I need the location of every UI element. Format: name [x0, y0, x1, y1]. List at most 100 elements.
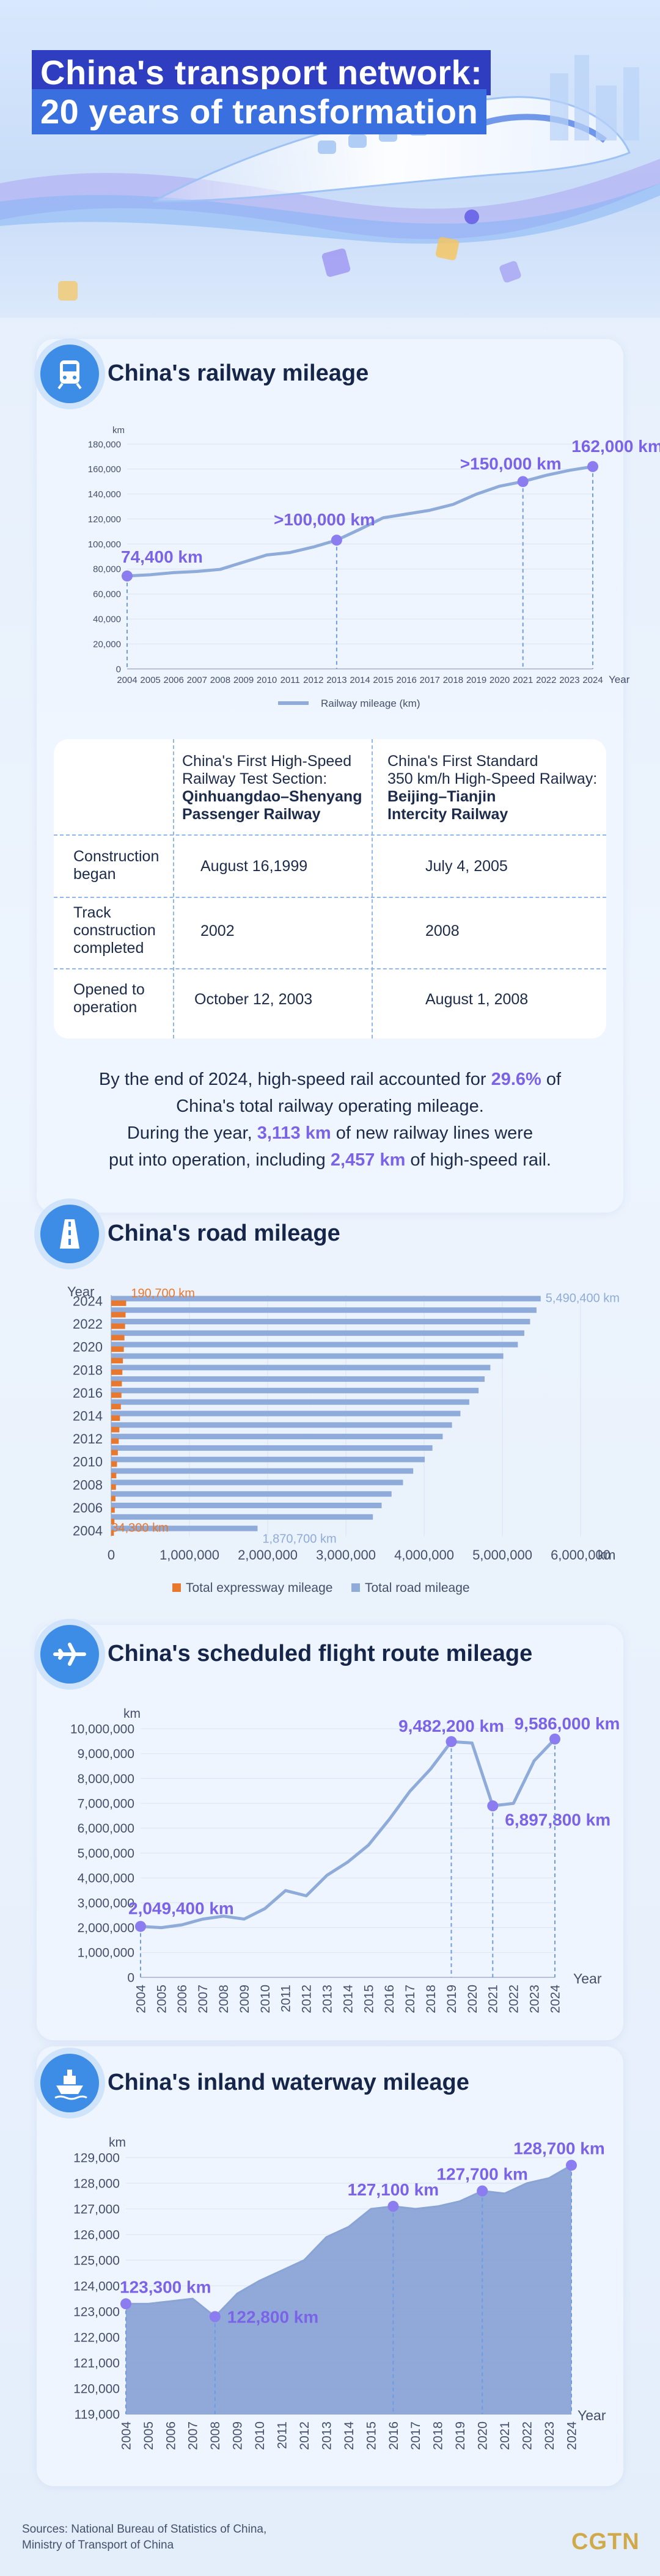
flight-card	[37, 1625, 623, 2040]
y-tick-label: 119,000	[75, 2407, 120, 2421]
annotation-marker	[477, 2185, 488, 2197]
road-bar	[111, 1307, 537, 1313]
annotation-label: 127,100 km	[348, 2180, 439, 2199]
railway-heading: China's railway mileage	[108, 360, 369, 386]
area-fill	[126, 2165, 571, 2414]
x-axis-label: Year	[578, 2407, 606, 2423]
x-tick-label: 2009	[238, 1985, 252, 2013]
waterway-heading: China's inland waterway mileage	[108, 2070, 469, 2095]
road-bar	[111, 1434, 443, 1440]
x-axis-label: km	[598, 1547, 615, 1563]
y-tick-label: 0	[127, 1971, 134, 1985]
x-tick-label: 2004	[119, 2421, 133, 2450]
airplane-icon	[40, 1625, 99, 1684]
annotation-label: 9,482,200 km	[398, 1717, 504, 1735]
row-value: 2002	[200, 922, 235, 940]
data-point	[513, 1803, 514, 1804]
road-bar	[111, 1468, 414, 1474]
x-tick-label: 2016	[387, 2421, 401, 2450]
x-tick-label: 2011	[276, 2421, 290, 2449]
row-value: October 12, 2003	[194, 991, 313, 1008]
data-point	[259, 2280, 260, 2282]
y-tick-label: 9,000,000	[78, 1747, 134, 1761]
y-tick-label: 2024	[73, 1293, 103, 1308]
data-point	[237, 2293, 238, 2294]
expressway-bar	[111, 1415, 120, 1421]
y-tick-label: 2004	[73, 1523, 103, 1539]
legend-label: Total road mileage	[365, 1581, 470, 1595]
y-tick-label: 10,000,000	[70, 1722, 134, 1736]
expressway-bar	[111, 1530, 114, 1536]
expressway-bar	[111, 1507, 115, 1513]
x-tick-label: 2007	[196, 1985, 210, 2013]
x-tick-label: 2006	[175, 1985, 189, 2013]
annotation-label: 127,700 km	[436, 2165, 527, 2184]
annotation-label: 1,870,700 km	[262, 1533, 336, 1546]
x-tick-label: 2022	[520, 2421, 534, 2450]
road-heading: China's road mileage	[108, 1220, 340, 1246]
data-point	[326, 2236, 327, 2238]
y-tick-label: 2006	[73, 1500, 103, 1516]
x-tick-label: 2013	[320, 1985, 334, 2013]
x-tick-label: 2012	[300, 1985, 314, 2013]
railway-summary: By the end of 2024, high-speed rail acco…	[98, 1070, 562, 1170]
y-tick-label: 4,000,000	[78, 1872, 134, 1886]
annotation-label: 9,586,000 km	[515, 1714, 620, 1733]
data-point	[285, 1890, 286, 1891]
annotation-label: 34,300 km	[111, 1522, 168, 1535]
x-tick-label: 2019	[453, 2421, 468, 2450]
x-tick-label: 2023	[527, 1985, 541, 2013]
high-speed-railway-table: China's First High-Speed Railway Test Se…	[54, 739, 606, 1038]
expressway-bar	[111, 1426, 120, 1432]
x-tick-label: 2006	[164, 2421, 178, 2450]
y-tick-label: 2016	[73, 1385, 103, 1401]
annotation-marker	[387, 2200, 399, 2212]
road-bar	[111, 1502, 382, 1508]
x-tick-label: 2009	[231, 2421, 245, 2450]
x-tick-label: 0	[108, 1547, 115, 1563]
x-tick-label: 2012	[298, 2421, 312, 2450]
road-bar	[111, 1353, 504, 1359]
x-tick-label: 2016	[383, 1985, 397, 2013]
annotation-marker	[446, 1736, 457, 1748]
x-tick-label: 2011	[279, 1985, 293, 2012]
annotation-marker	[487, 1800, 499, 1812]
waterway-chart: 119,000 120,000 121,000 122,000 123,000 124,0…	[73, 2136, 606, 2450]
ship-icon	[40, 2054, 99, 2112]
x-tick-label: 2017	[403, 1985, 417, 2013]
expressway-bar	[111, 1484, 116, 1490]
annotation-marker	[120, 2298, 131, 2310]
y-axis-label: km	[123, 1707, 141, 1721]
sources-note: Sources: National Bureau of Statistics o…	[22, 2523, 267, 2552]
road-bar	[111, 1491, 392, 1497]
y-axis-label: Year	[67, 1284, 94, 1299]
road-bar	[111, 1365, 491, 1371]
y-axis-label: km	[109, 2136, 126, 2150]
y-tick-label: 2,000,000	[78, 1921, 134, 1935]
expressway-bar	[111, 1312, 126, 1318]
x-tick-label: 1,000,000	[160, 1547, 219, 1563]
road-bar	[111, 1319, 530, 1325]
table-header-col1: China's First High-Speed Railway Test Se…	[182, 753, 362, 823]
y-tick-label: 6,000,000	[78, 1822, 134, 1836]
y-tick-label: 2022	[73, 1316, 103, 1332]
y-tick-label: 2014	[73, 1409, 103, 1424]
y-tick-label: 2012	[73, 1431, 103, 1447]
annotation-label: 6,897,800 km	[505, 1810, 610, 1829]
flight-chart: 0 1,000,000 2,000,000 3,000,000 4,000,000 5,0…	[70, 1707, 620, 2013]
expressway-bar	[111, 1369, 123, 1375]
x-tick-label: 2008	[217, 1985, 231, 2013]
annotation-marker	[209, 2311, 221, 2322]
road-bar	[111, 1456, 425, 1462]
x-tick-label: 2010	[258, 1985, 273, 2013]
annotation-label: 190,700 km	[131, 1286, 195, 1300]
annotation-label: 122,800 km	[227, 2307, 318, 2326]
row-label-track: Track construction completed	[73, 904, 156, 957]
expressway-bar	[111, 1519, 115, 1525]
page-title-line1: China's transport network:	[32, 50, 491, 95]
expressway-bar	[111, 1438, 119, 1444]
x-tick-label: 2020	[466, 1985, 480, 2013]
x-tick-label: 3,000,000	[316, 1547, 376, 1563]
train-icon	[40, 345, 99, 403]
row-label-construction: Construction began	[73, 848, 160, 883]
